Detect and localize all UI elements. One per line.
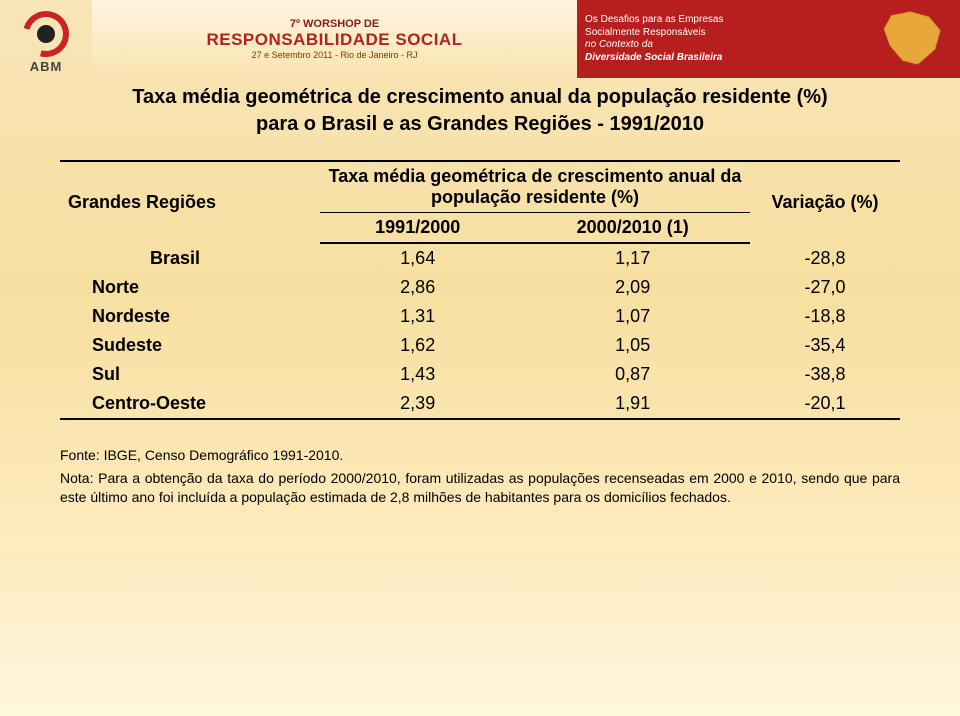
footnote-note: Nota: Para a obtenção da taxa do período…: [60, 469, 900, 507]
growth-rate-table: Grandes Regiões Taxa média geométrica de…: [60, 160, 900, 420]
banner-right-l4: Diversidade Social Brasileira: [585, 52, 722, 63]
cell-region: Sul: [60, 360, 320, 389]
brazil-map-icon: [874, 8, 954, 68]
col-growth-span: Taxa média geométrica de crescimento anu…: [320, 161, 750, 213]
table-row: Brasil1,641,17-28,8: [60, 243, 900, 273]
title-line1: Taxa média geométrica de crescimento anu…: [132, 86, 827, 108]
cell-2000-2010: 1,91: [515, 389, 750, 419]
footnote-source: Fonte: IBGE, Censo Demográfico 1991-2010…: [60, 446, 900, 465]
title-line2: para o Brasil e as Grandes Regiões - 199…: [256, 113, 704, 135]
cell-2000-2010: 1,17: [515, 243, 750, 273]
cell-variation: -27,0: [750, 273, 900, 302]
cell-variation: -35,4: [750, 331, 900, 360]
banner-line2: RESPONSABILIDADE SOCIAL: [206, 30, 462, 50]
table-row: Sudeste1,621,05-35,4: [60, 331, 900, 360]
banner-right-text: Os Desafios para as Empresas Socialmente…: [585, 14, 723, 64]
cell-region: Centro-Oeste: [60, 389, 320, 419]
banner-right-l2: Socialmente Responsáveis: [585, 27, 723, 40]
slide-body: Taxa média geométrica de crescimento anu…: [0, 78, 960, 716]
cell-1991-2000: 2,86: [320, 273, 515, 302]
col-variation: Variação (%): [750, 161, 900, 243]
footnote-block: Fonte: IBGE, Censo Demográfico 1991-2010…: [60, 446, 900, 507]
subcol-1991-2000: 1991/2000: [320, 213, 515, 244]
event-banner-right: Os Desafios para as Empresas Socialmente…: [577, 0, 960, 78]
subcol-2000-2010: 2000/2010 (1): [515, 213, 750, 244]
cell-1991-2000: 1,62: [320, 331, 515, 360]
cell-region: Sudeste: [60, 331, 320, 360]
table-row: Centro-Oeste2,391,91-20,1: [60, 389, 900, 419]
cell-region: Brasil: [60, 243, 320, 273]
cell-2000-2010: 1,07: [515, 302, 750, 331]
banner-right-l1: Os Desafios para as Empresas: [585, 14, 723, 27]
header-banner: ABM 7º WORSHOP DE RESPONSABILIDADE SOCIA…: [0, 0, 960, 78]
table-row: Sul1,430,87-38,8: [60, 360, 900, 389]
col-region: Grandes Regiões: [60, 161, 320, 243]
cell-region: Norte: [60, 273, 320, 302]
banner-line1: 7º WORSHOP DE: [290, 18, 379, 30]
table-body: Brasil1,641,17-28,8Norte2,862,09-27,0Nor…: [60, 243, 900, 419]
abm-logo-label: ABM: [30, 59, 63, 74]
cell-region: Nordeste: [60, 302, 320, 331]
table-row: Norte2,862,09-27,0: [60, 273, 900, 302]
cell-variation: -20,1: [750, 389, 900, 419]
cell-1991-2000: 1,43: [320, 360, 515, 389]
banner-line3: 27 e Setembro 2011 - Rio de Janeiro - RJ: [252, 50, 418, 60]
cell-2000-2010: 2,09: [515, 273, 750, 302]
slide-title: Taxa média geométrica de crescimento anu…: [60, 84, 900, 138]
cell-variation: -38,8: [750, 360, 900, 389]
cell-variation: -18,8: [750, 302, 900, 331]
abm-logo: ABM: [0, 0, 92, 78]
abm-logo-icon: [23, 11, 69, 57]
cell-2000-2010: 1,05: [515, 331, 750, 360]
cell-1991-2000: 2,39: [320, 389, 515, 419]
event-banner-center: 7º WORSHOP DE RESPONSABILIDADE SOCIAL 27…: [92, 0, 577, 78]
cell-1991-2000: 1,64: [320, 243, 515, 273]
cell-1991-2000: 1,31: [320, 302, 515, 331]
event-banner: 7º WORSHOP DE RESPONSABILIDADE SOCIAL 27…: [92, 0, 960, 78]
cell-2000-2010: 0,87: [515, 360, 750, 389]
table-row: Nordeste1,311,07-18,8: [60, 302, 900, 331]
cell-variation: -28,8: [750, 243, 900, 273]
banner-right-l3: no Contexto da: [585, 39, 723, 52]
